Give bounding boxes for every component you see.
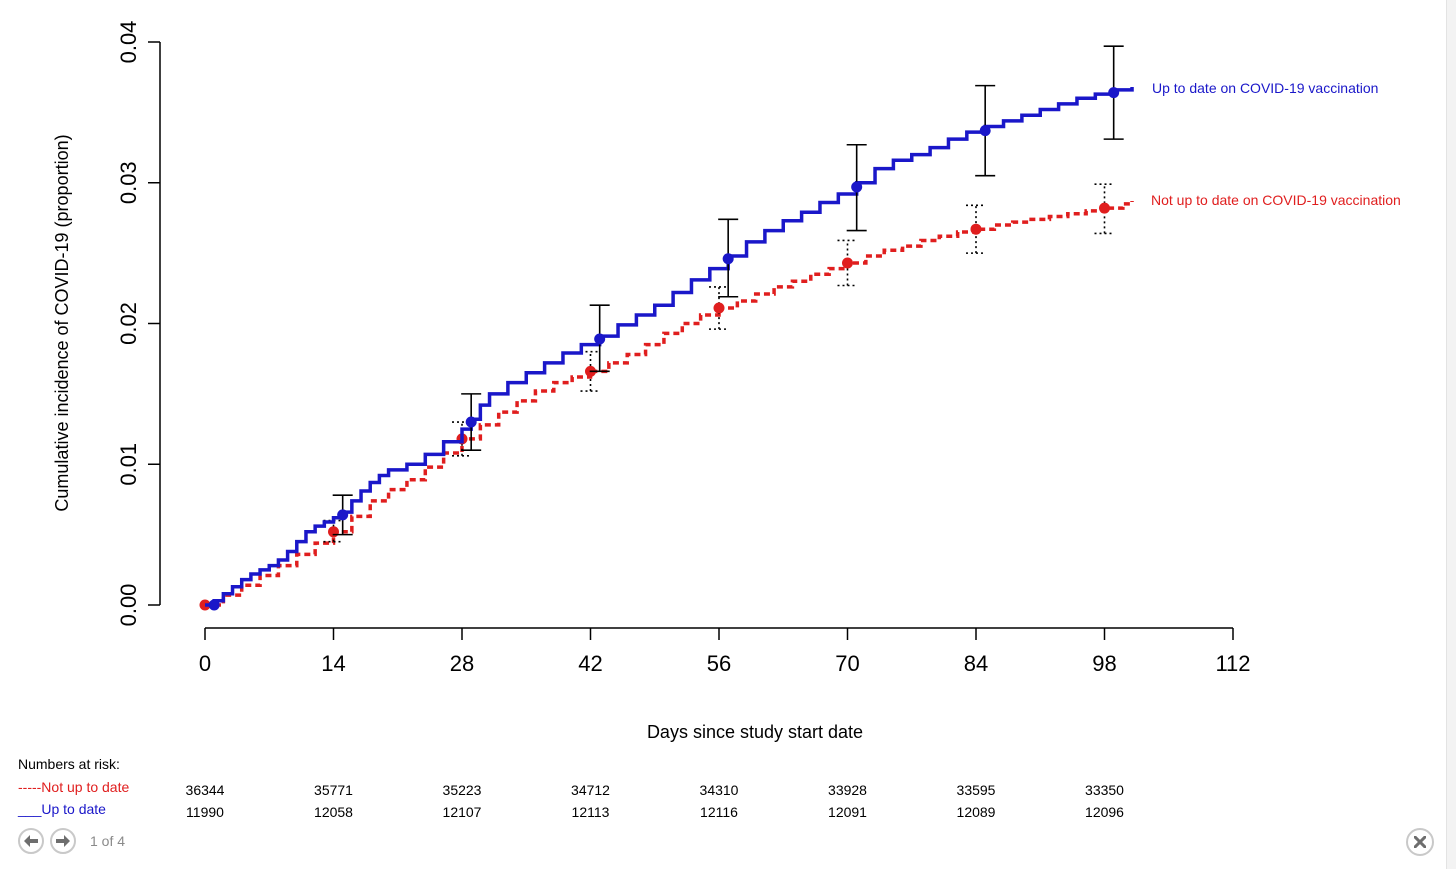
x-tick-label: 84 [964,651,988,676]
data-point-not-up-to-date [1099,202,1110,214]
risk-number-up-to-date: 12116 [700,804,738,820]
close-button[interactable] [1406,828,1434,856]
data-point-not-up-to-date [328,526,339,538]
risk-number-not-up-to-date: 35771 [314,782,353,798]
data-point-up-to-date [208,599,220,611]
scrollbar-track[interactable] [1446,0,1456,869]
series-line-up-to-date [205,87,1134,607]
series-line-not-up-to-date [205,201,1134,607]
series-label-not-up-to-date: Not up to date on COVID-19 vaccination [1151,192,1401,208]
data-point-not-up-to-date [842,257,853,269]
y-tick-label: 0.02 [116,302,141,345]
y-axis: 0.00 0.01 0.02 0.03 0.04 [116,21,161,627]
risk-number-up-to-date: 12058 [314,804,353,820]
viewer-navigation: 1 of 4 [18,826,125,856]
risk-number-not-up-to-date: 33595 [956,782,996,798]
data-point-up-to-date [594,333,606,345]
x-axis-title: Days since study start date [647,722,863,742]
y-tick-label: 0.04 [116,21,141,64]
data-point-up-to-date [851,181,863,193]
risk-number-not-up-to-date: 33928 [828,782,867,798]
page-indicator: 1 of 4 [90,833,126,849]
next-page-button[interactable] [50,828,76,854]
numbers-at-risk-table: Numbers at risk: -----Not up to date ___… [18,756,1218,826]
close-icon [1414,836,1426,848]
arrow-left-icon [24,835,38,847]
y-tick-label: 0.00 [116,584,141,627]
data-point-up-to-date [979,125,991,137]
x-tick-label: 0 [199,651,211,676]
x-tick-label: 56 [707,651,731,676]
series-label-up-to-date: Up to date on COVID-19 vaccination [1152,80,1378,96]
data-point-up-to-date [1108,87,1120,99]
risk-number-up-to-date: 12096 [1085,804,1124,820]
risk-row-label-up-to-date: ___Up to date [18,801,106,817]
x-tick-label: 42 [578,651,602,676]
x-tick-label: 70 [835,651,859,676]
previous-page-button[interactable] [18,828,44,854]
data-point-not-up-to-date [713,302,725,314]
risk-number-not-up-to-date: 36344 [185,782,225,798]
x-axis: 0 14 28 42 56 70 84 98 112 [199,627,1251,676]
risk-number-up-to-date: 12113 [571,804,610,820]
y-tick-label: 0.03 [116,161,141,204]
data-point-up-to-date [337,509,349,521]
data-point-not-up-to-date [970,223,982,235]
risk-table-title: Numbers at risk: [18,756,120,772]
risk-number-up-to-date: 12091 [828,804,867,820]
risk-number-not-up-to-date: 35223 [442,782,482,798]
y-tick-label: 0.01 [116,443,141,486]
series-layer [199,45,1134,611]
x-tick-label: 112 [1215,651,1250,676]
risk-number-not-up-to-date: 34712 [571,782,610,798]
data-point-up-to-date [722,253,734,265]
x-tick-label: 14 [321,651,345,676]
risk-number-up-to-date: 11990 [186,804,224,820]
risk-number-not-up-to-date: 33350 [1085,782,1124,798]
risk-row-label-not-up-to-date: -----Not up to date [18,779,130,795]
x-tick-label: 98 [1092,651,1116,676]
y-axis-title: Cumulative incidence of COVID-19 (propor… [52,134,72,511]
risk-number-not-up-to-date: 34310 [699,782,739,798]
data-point-up-to-date [465,416,477,428]
risk-number-up-to-date: 12089 [956,804,996,820]
x-tick-label: 28 [450,651,474,676]
arrow-right-icon [56,835,70,847]
risk-number-up-to-date: 12107 [442,804,482,820]
